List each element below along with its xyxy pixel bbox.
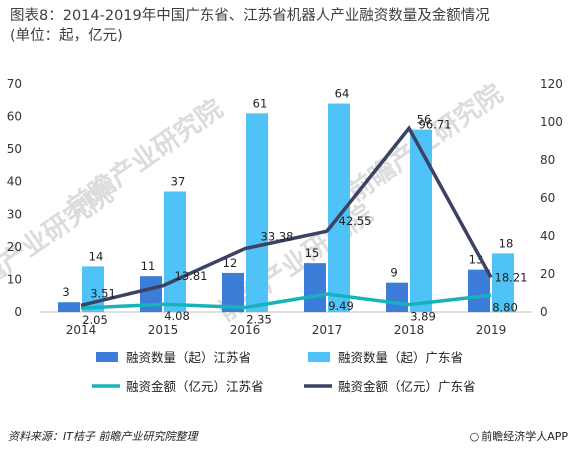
legend-swatch-bar xyxy=(96,352,118,362)
bar-label-guangdong: 64 xyxy=(335,87,350,101)
right-axis-tick: 40 xyxy=(540,229,555,243)
bar-guangdong-count xyxy=(246,113,268,312)
x-axis-tick: 2016 xyxy=(230,323,261,337)
left-axis-tick: 50 xyxy=(7,142,22,156)
legend-label: 融资数量（起）广东省 xyxy=(338,350,463,365)
line-jiangsu-amount xyxy=(80,292,492,310)
legend-swatch-bar xyxy=(308,352,330,362)
line-label-jiangsu: 9.49 xyxy=(328,299,354,313)
left-axis-tick: 40 xyxy=(7,175,22,189)
bar-jiangsu-count xyxy=(468,269,490,312)
bar-label-guangdong: 14 xyxy=(89,249,104,263)
line-label-jiangsu: 3.89 xyxy=(410,310,436,324)
left-axis-tick: 10 xyxy=(7,272,22,286)
bar-label-jiangsu: 15 xyxy=(305,246,320,260)
legend-label: 融资金额（亿元）江苏省 xyxy=(126,379,264,394)
bar-jiangsu-count xyxy=(304,263,326,312)
bar-guangdong-count xyxy=(492,253,514,312)
bar-jiangsu-count xyxy=(386,282,408,312)
x-axis-tick: 2019 xyxy=(476,323,507,337)
right-axis-tick: 0 xyxy=(540,305,548,319)
right-axis-tick: 120 xyxy=(540,77,563,91)
right-axis-tick: 100 xyxy=(540,115,563,129)
right-axis-tick: 20 xyxy=(540,267,555,281)
line-label-jiangsu: 8.80 xyxy=(492,300,518,314)
legend-label: 融资数量（起）江苏省 xyxy=(126,350,251,365)
source-note: 资料来源：IT桔子 前瞻产业研究院整理 xyxy=(8,430,198,443)
x-axis-tick: 2018 xyxy=(394,323,425,337)
line-guangdong-amount xyxy=(80,125,493,308)
x-axis-tick: 2015 xyxy=(148,323,179,337)
left-axis-tick: 20 xyxy=(7,240,22,254)
line-label-jiangsu: 2.35 xyxy=(246,313,272,327)
line-label-guangdong: 96.71 xyxy=(419,117,452,131)
line-label-guangdong: 13.81 xyxy=(175,269,208,283)
bar-label-guangdong: 61 xyxy=(253,96,268,110)
x-axis-tick: 2017 xyxy=(312,323,343,337)
right-axis-tick: 60 xyxy=(540,191,555,205)
bar-guangdong-count xyxy=(410,129,432,312)
brand-text: 前瞻经济学人APP xyxy=(481,430,568,443)
bar-label-jiangsu: 12 xyxy=(223,256,238,270)
line-label-guangdong: 42.55 xyxy=(339,214,372,228)
right-axis-tick: 80 xyxy=(540,153,555,167)
left-axis-tick: 0 xyxy=(14,305,22,319)
line-label-guangdong: 18.21 xyxy=(495,270,528,284)
line-label-jiangsu: 4.08 xyxy=(164,309,190,323)
line-label-guangdong: 33.38 xyxy=(261,230,294,244)
brand-label: ○ 前瞻经济学人APP xyxy=(470,428,568,444)
bar-label-guangdong: 18 xyxy=(499,236,514,250)
bar-guangdong-count xyxy=(164,191,186,312)
brand-icon: ○ xyxy=(469,430,480,443)
bar-label-guangdong: 37 xyxy=(171,174,186,188)
bar-label-jiangsu: 9 xyxy=(390,266,397,280)
bar-label-jiangsu: 3 xyxy=(62,285,69,299)
bar-label-jiangsu: 11 xyxy=(141,259,156,273)
bar-guangdong-count xyxy=(328,103,350,313)
bar-jiangsu-count xyxy=(58,302,80,312)
x-axis-tick: 2014 xyxy=(66,323,97,337)
line-label-guangdong: 3.51 xyxy=(90,286,116,300)
legend-label: 融资金额（亿元）广东省 xyxy=(338,379,476,394)
left-axis-tick: 60 xyxy=(7,110,22,124)
bar-jiangsu-count xyxy=(222,272,244,312)
line-label-jiangsu: 2.05 xyxy=(82,313,108,327)
bar-label-guangdong: 56 xyxy=(417,113,432,127)
left-axis-tick: 30 xyxy=(7,207,22,221)
left-axis-tick: 70 xyxy=(7,77,22,91)
chart-title: 图表8：2014-2019年中国广东省、江苏省机器人产业融资数量及金额情况 (单… xyxy=(10,8,490,44)
